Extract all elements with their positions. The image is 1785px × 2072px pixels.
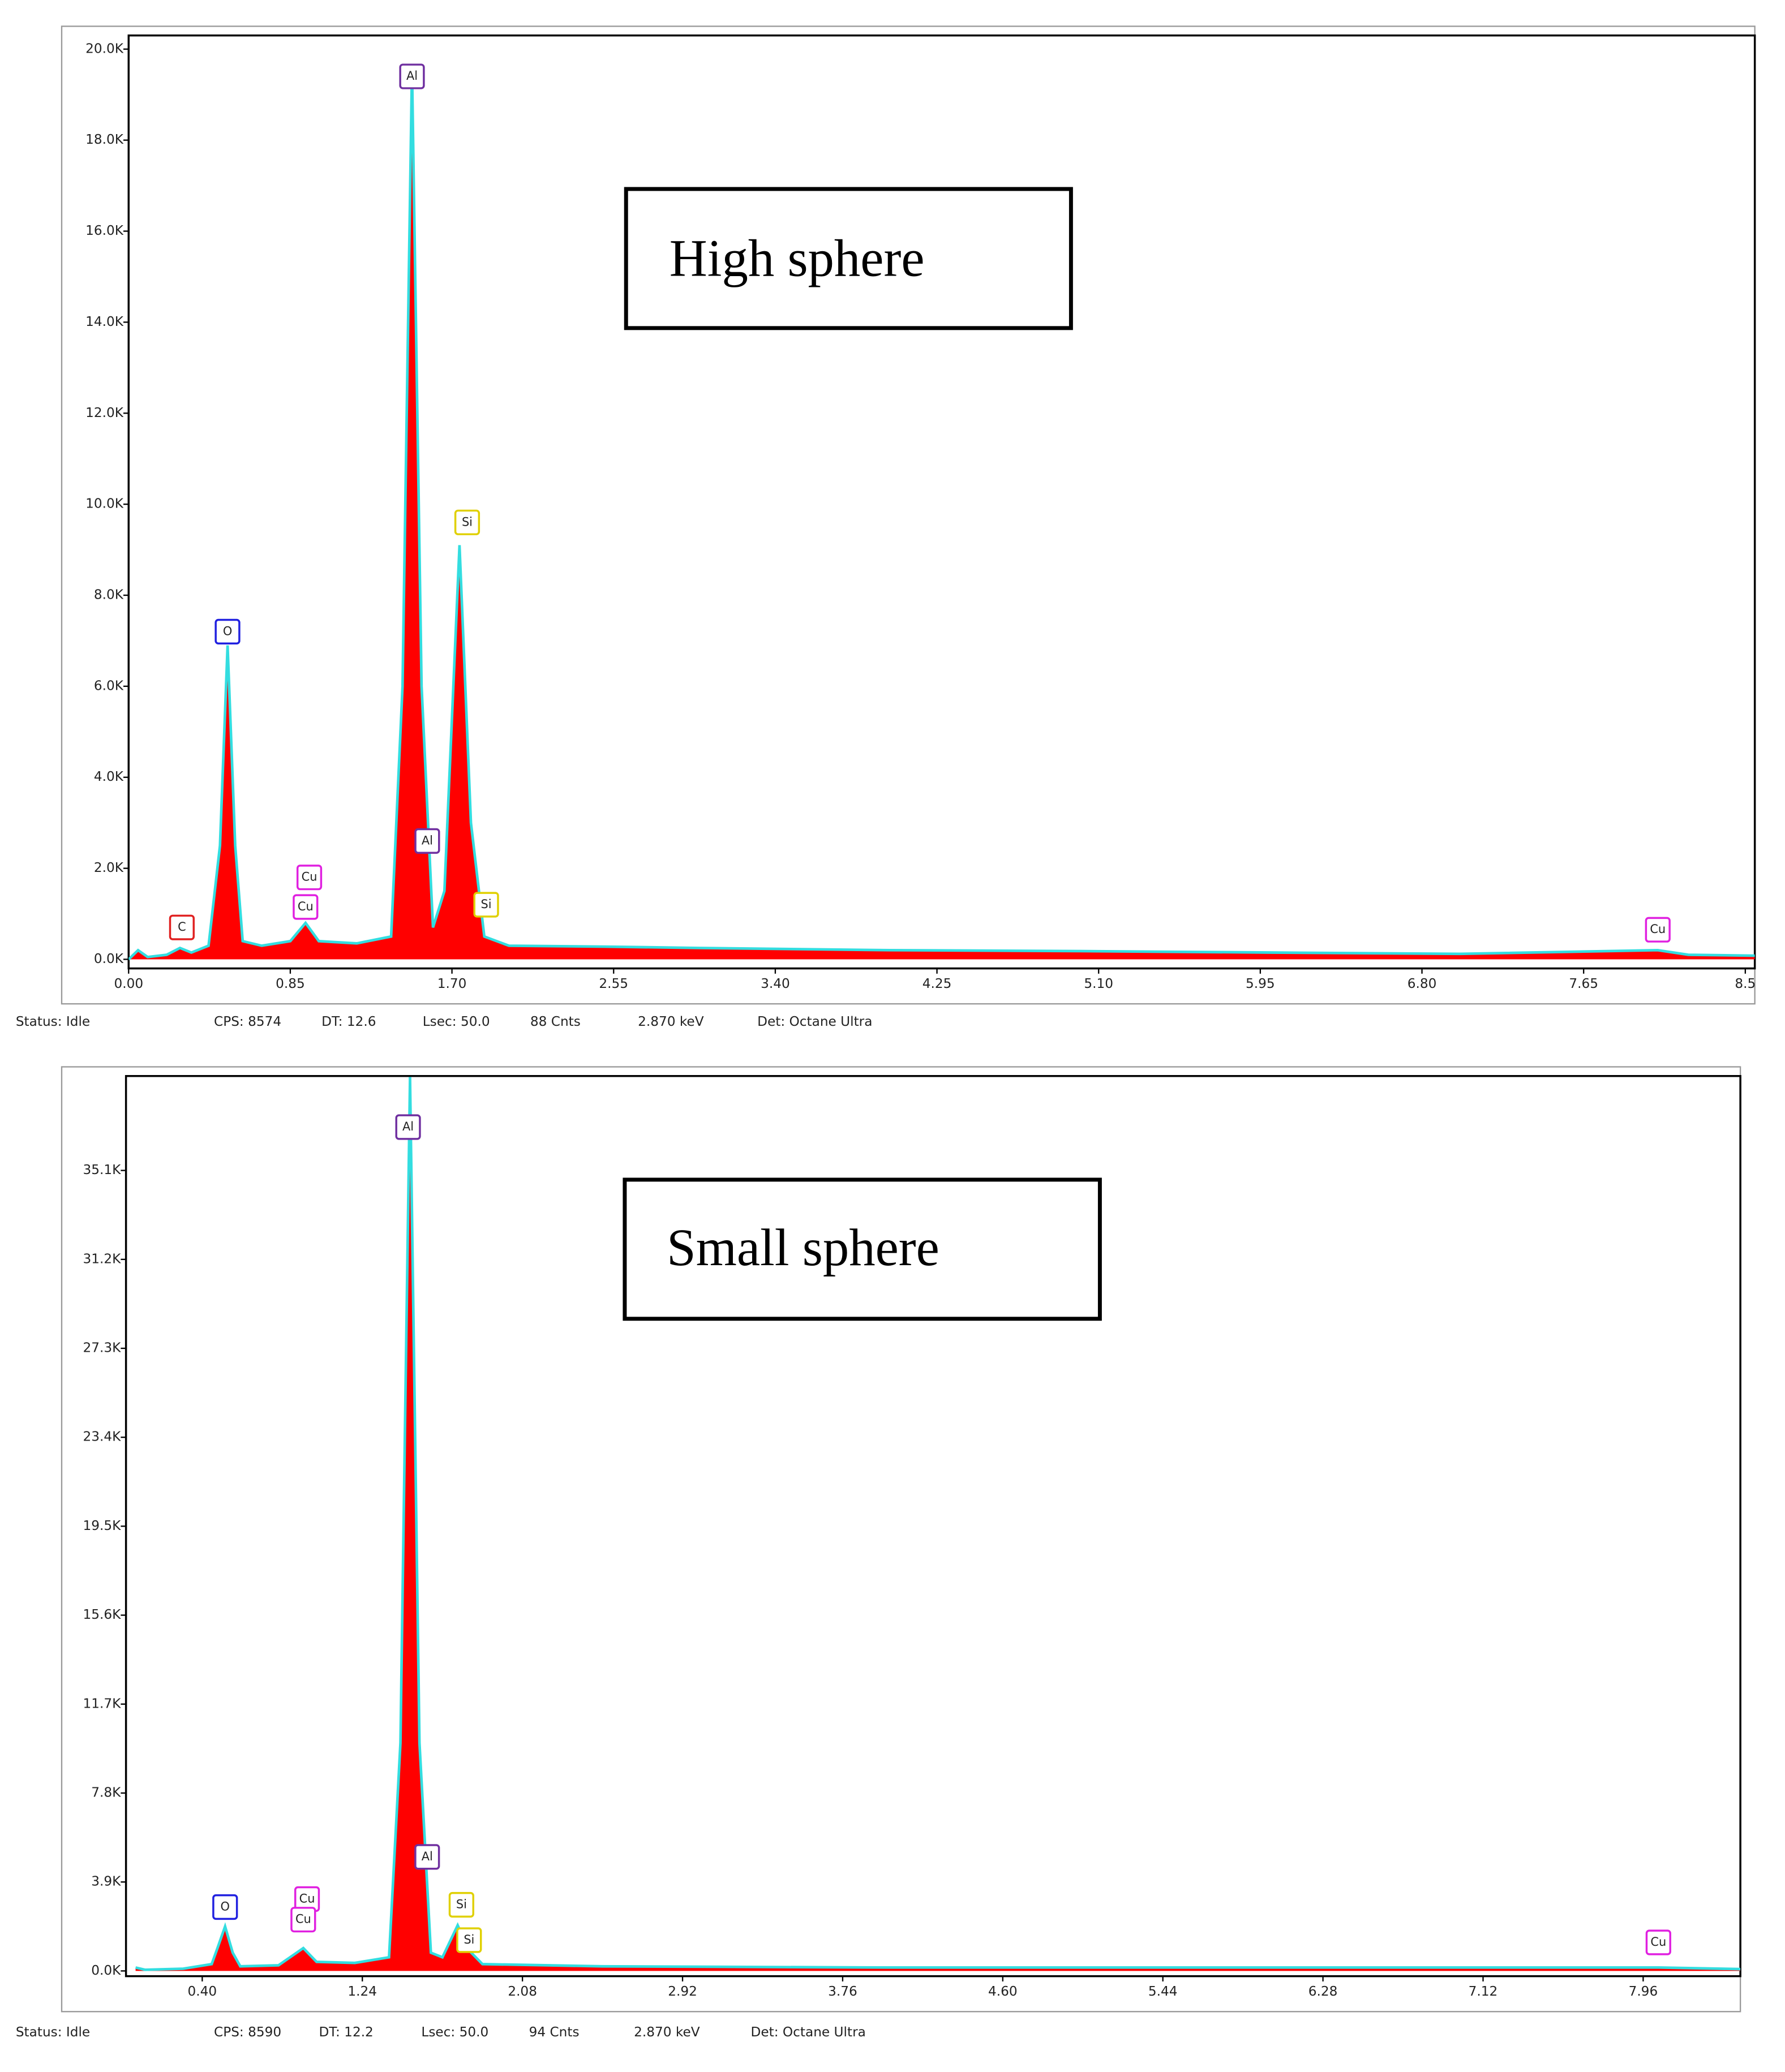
x-tick-label: 3.40 (761, 976, 790, 991)
peak-label-box (399, 63, 425, 89)
peak-label: O (223, 624, 232, 638)
y-tick-label: 19.5K (83, 1518, 122, 1533)
x-tick-label: 3.76 (828, 1984, 857, 1999)
peak-label: O (221, 1900, 230, 1914)
peak-label-box (169, 914, 195, 940)
x-tick-label: 5.10 (1084, 976, 1113, 991)
peak-label-box (454, 509, 480, 535)
peak-label: Cu (295, 1912, 311, 1926)
y-tick-label: 14.0K (85, 314, 124, 329)
status-item: 94 Cnts (529, 2024, 580, 2040)
peak-label-box (448, 1892, 474, 1918)
peak-label-box (290, 1907, 316, 1933)
x-tick-label: 6.80 (1408, 976, 1437, 991)
status-item: Status: Idle (16, 1014, 90, 1029)
title-box (623, 1177, 1102, 1321)
status-item: CPS: 8590 (214, 2024, 281, 2040)
x-tick-label: 4.25 (922, 976, 952, 991)
y-tick-label: 27.3K (83, 1340, 122, 1355)
x-tick-label: 7.12 (1469, 1984, 1498, 1999)
status-item: Det: Octane Ultra (757, 1014, 872, 1029)
status-item: DT: 12.2 (319, 2024, 374, 2040)
peak-label: Si (464, 1933, 474, 1946)
peak-label: Cu (299, 1892, 315, 1905)
x-tick-label: 0.00 (114, 976, 143, 991)
peak-label: Si (456, 1897, 467, 1911)
status-item: 88 Cnts (530, 1014, 581, 1029)
x-tick-label: 2.55 (599, 976, 628, 991)
chart-title: High sphere (670, 229, 925, 287)
y-tick-label: 16.0K (85, 223, 124, 238)
y-tick-label: 0.0K (91, 1963, 121, 1978)
status-item: CPS: 8574 (214, 1014, 281, 1029)
y-tick-label: 18.0K (85, 132, 124, 147)
y-tick-label: 2.0K (94, 860, 124, 875)
peak-label: C (178, 920, 186, 934)
x-tick-label: 1.24 (347, 1984, 377, 1999)
peak-label: Si (481, 897, 492, 911)
y-tick-label: 6.0K (94, 678, 124, 693)
status-item: 2.870 keV (634, 2024, 700, 2040)
x-tick-label: 5.44 (1148, 1984, 1178, 1999)
peak-label: Al (422, 833, 433, 847)
peak-label: Cu (1650, 922, 1666, 936)
peak-label: Si (462, 515, 473, 528)
y-tick-label: 4.0K (94, 769, 124, 784)
y-tick-label: 11.7K (83, 1696, 122, 1711)
peak-label-box (296, 865, 323, 891)
peak-label: Cu (1650, 1935, 1666, 1949)
status-item: 2.870 keV (638, 1014, 704, 1029)
status-item: Det: Octane Ultra (751, 2024, 866, 2040)
y-tick-label: 10.0K (85, 496, 124, 511)
peak-label: Al (422, 1850, 433, 1863)
peak-label: Al (402, 1120, 414, 1133)
spectrum-line (128, 67, 1755, 961)
x-tick-label: 8.5 (1735, 976, 1756, 991)
y-tick-label: 15.6K (83, 1607, 122, 1622)
spectrum-line (135, 1077, 1741, 1971)
peak-label-box (414, 1844, 440, 1870)
peak-label-box (212, 1894, 238, 1920)
y-tick-label: 3.9K (91, 1874, 121, 1889)
title-box (624, 187, 1073, 330)
plot-frame (127, 34, 1756, 970)
peak-label-box (456, 1927, 482, 1953)
peak-label: Cu (298, 900, 314, 913)
x-tick-label: 0.40 (188, 1984, 217, 1999)
y-tick-label: 31.2K (83, 1251, 122, 1266)
y-tick-label: 7.8K (91, 1785, 121, 1800)
peak-label-box (395, 1114, 421, 1140)
peak-label-box (1645, 1929, 1671, 1955)
peak-label-box (1645, 917, 1671, 943)
peak-label: Al (406, 69, 418, 83)
peak-label-box (414, 828, 440, 854)
peak-label-box (473, 892, 499, 918)
status-item: Lsec: 50.0 (421, 2024, 488, 2040)
x-tick-label: 0.85 (276, 976, 305, 991)
x-tick-label: 2.92 (668, 1984, 697, 1999)
y-tick-label: 0.0K (94, 951, 124, 966)
status-item: Status: Idle (16, 2024, 90, 2040)
peak-label-box (293, 894, 319, 920)
peak-label: Cu (302, 870, 317, 884)
x-tick-label: 7.96 (1629, 1984, 1658, 1999)
y-tick-label: 35.1K (83, 1162, 122, 1177)
peak-label-box (214, 618, 241, 644)
x-tick-label: 2.08 (508, 1984, 537, 1999)
x-tick-label: 6.28 (1308, 1984, 1338, 1999)
x-tick-label: 5.95 (1246, 976, 1275, 991)
status-item: Lsec: 50.0 (423, 1014, 490, 1029)
y-tick-label: 12.0K (85, 405, 124, 420)
x-tick-label: 4.60 (988, 1984, 1018, 1999)
x-tick-label: 7.65 (1569, 976, 1598, 991)
y-tick-label: 20.0K (85, 41, 124, 56)
chart-title: Small sphere (667, 1219, 939, 1277)
status-item: DT: 12.6 (321, 1014, 376, 1029)
y-tick-label: 23.4K (83, 1429, 122, 1445)
y-tick-label: 8.0K (94, 587, 124, 603)
x-tick-label: 1.70 (437, 976, 467, 991)
